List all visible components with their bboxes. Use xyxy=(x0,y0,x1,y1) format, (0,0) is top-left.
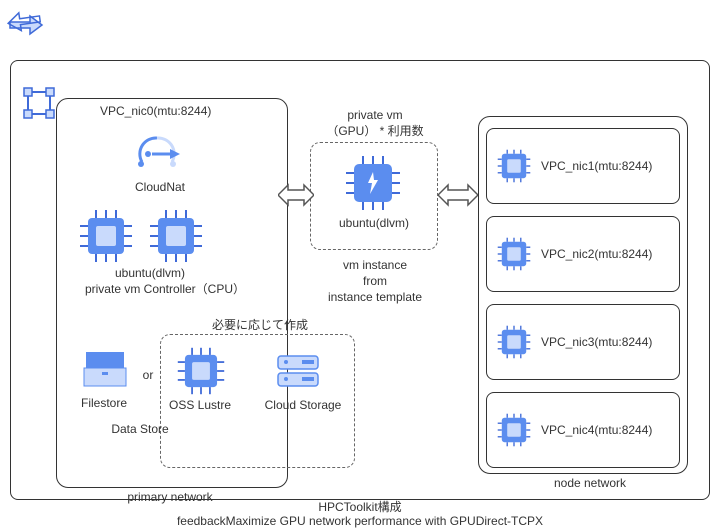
oss-lustre-label: OSS Lustre xyxy=(162,398,238,413)
datastore-label: Data Store xyxy=(100,422,180,437)
privatevm-s3: instance template xyxy=(310,290,440,305)
or-label: or xyxy=(138,368,158,383)
nic-chip-icon xyxy=(495,323,533,361)
arrow-left-icon xyxy=(278,182,314,208)
resize-icon xyxy=(20,84,58,122)
nic-row-1: VPC_nic1(mtu:8244) xyxy=(486,128,680,204)
oss-lustre-icon xyxy=(176,346,226,399)
cpu-chip-icon-1 xyxy=(78,208,134,267)
privatevm-s2: from xyxy=(310,274,440,289)
node-footer: node network xyxy=(540,476,640,491)
nic-chip-icon xyxy=(495,235,533,273)
nic-chip-icon xyxy=(495,411,533,449)
storage-header: 必要に応じて作成 xyxy=(200,318,320,333)
nic2-label: VPC_nic2(mtu:8244) xyxy=(541,247,652,261)
primary-footer: primary network xyxy=(110,490,230,505)
nic-row-4: VPC_nic4(mtu:8244) xyxy=(486,392,680,468)
privatevm-l2: （GPU） * 利用数 xyxy=(310,124,440,139)
nic-row-2: VPC_nic2(mtu:8244) xyxy=(486,216,680,292)
primary-header: VPC_nic0(mtu:8244) xyxy=(100,104,280,119)
network-icon xyxy=(6,6,44,44)
cloudnat-icon xyxy=(130,132,184,179)
nic-chip-icon xyxy=(495,147,533,185)
arrow-right-icon xyxy=(438,182,478,208)
privatevm-l1: private vm xyxy=(310,108,440,123)
cloud-storage-label: Cloud Storage xyxy=(258,398,348,413)
nic3-label: VPC_nic3(mtu:8244) xyxy=(541,335,652,349)
privatevm-ubuntu: ubuntu(dlvm) xyxy=(322,216,426,231)
controller-label: private vm Controller（CPU） xyxy=(60,282,270,297)
nic4-label: VPC_nic4(mtu:8244) xyxy=(541,423,652,437)
nic1-label: VPC_nic1(mtu:8244) xyxy=(541,159,652,173)
cloud-storage-icon xyxy=(272,350,324,397)
cpu-chip-icon-2 xyxy=(148,208,204,267)
nic-row-3: VPC_nic3(mtu:8244) xyxy=(486,304,680,380)
privatevm-s1: vm instance xyxy=(310,258,440,273)
gpu-chip-icon xyxy=(344,154,402,215)
cloudnat-label: CloudNat xyxy=(120,180,200,195)
outer-title: HPCToolkit構成 xyxy=(260,500,460,515)
filestore-icon xyxy=(82,348,128,393)
ubuntu-label: ubuntu(dlvm) xyxy=(100,266,200,281)
filestore-label: Filestore xyxy=(74,396,134,411)
